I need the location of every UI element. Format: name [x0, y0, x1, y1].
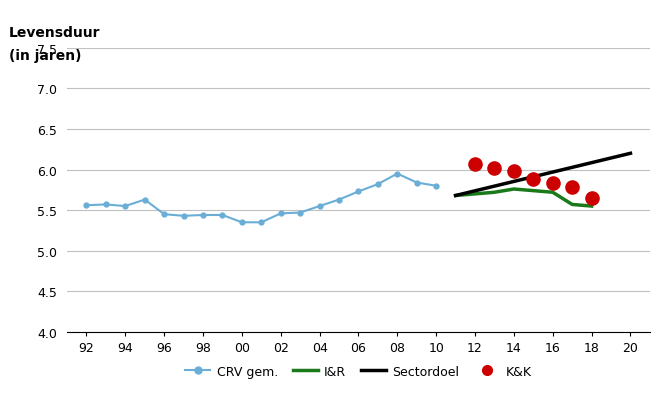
Point	[489, 165, 500, 172]
Point	[567, 184, 578, 190]
Text: (in jaren): (in jaren)	[9, 49, 81, 62]
Point	[547, 180, 558, 186]
Text: Levensduur: Levensduur	[9, 26, 100, 40]
Point	[470, 161, 480, 168]
Point	[509, 168, 519, 175]
Point	[586, 195, 597, 202]
Point	[528, 177, 539, 183]
Legend: CRV gem., I&R, Sectordoel, K&K: CRV gem., I&R, Sectordoel, K&K	[180, 360, 537, 383]
